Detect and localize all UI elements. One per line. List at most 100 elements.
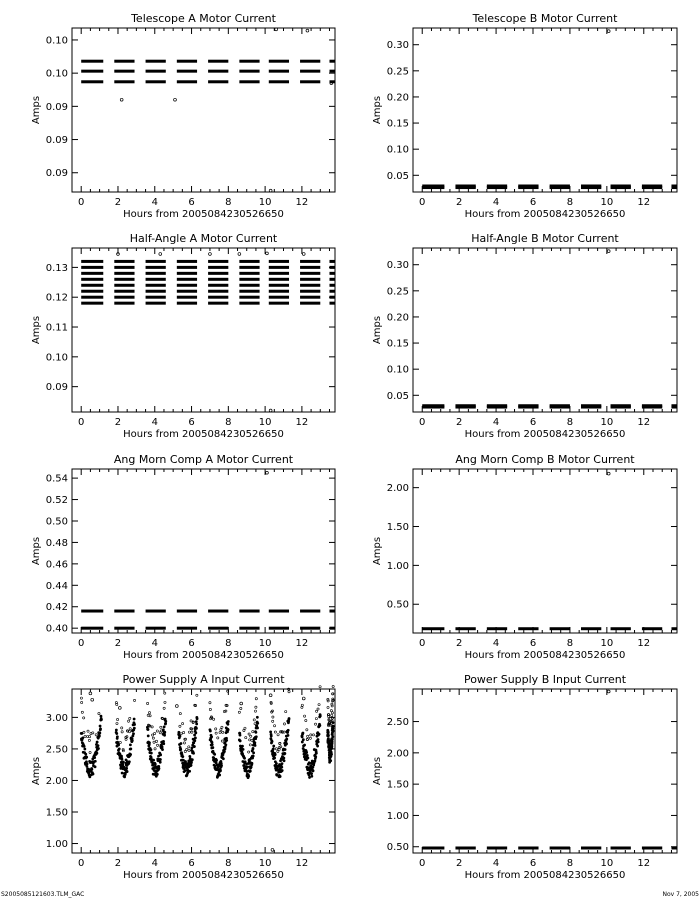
data-band [455, 184, 476, 188]
data-band [329, 271, 335, 275]
data-band [300, 626, 321, 630]
data-point [97, 712, 101, 715]
data-band [114, 59, 135, 63]
data-band [114, 283, 135, 287]
x-tick-label: 0 [419, 417, 425, 428]
data-point [98, 724, 102, 728]
data-band [176, 271, 198, 275]
x-tick-label: 8 [225, 858, 231, 869]
data-point [313, 759, 317, 763]
data-point [131, 734, 135, 738]
data-point [331, 735, 335, 739]
data-band [300, 69, 321, 73]
data-band [145, 80, 166, 84]
data-point-outlier [158, 252, 163, 256]
data-point [277, 746, 281, 749]
data-point [307, 761, 311, 765]
data-point [248, 769, 252, 773]
x-tick-label: 10 [600, 858, 613, 869]
y-tick-label: 0.44 [46, 581, 68, 592]
data-band [81, 271, 104, 275]
plot-frame [412, 688, 678, 854]
data-point [117, 747, 121, 751]
chart-title: Telescope B Motor Current [472, 12, 619, 25]
data-band [268, 59, 290, 63]
data-band [518, 846, 539, 850]
data-point [195, 727, 198, 730]
data-point [327, 715, 330, 718]
y-tick-label: 0.46 [46, 559, 68, 570]
chart-title: Half-Angle B Motor Current [471, 232, 619, 245]
data-point [158, 760, 162, 764]
data-point [316, 744, 320, 748]
data-band [329, 609, 335, 613]
data-point [303, 714, 306, 718]
data-point [285, 742, 288, 746]
data-point [254, 730, 258, 734]
data-point [330, 704, 334, 708]
data-point [300, 740, 304, 744]
chart-title: Half-Angle A Motor Current [130, 232, 278, 245]
data-band [300, 277, 321, 281]
data-band [114, 69, 135, 73]
data-band [268, 271, 290, 275]
data-band [549, 184, 570, 188]
x-tick-label: 10 [600, 417, 613, 428]
data-point [178, 724, 182, 728]
data-point [311, 765, 315, 769]
data-point [213, 764, 217, 768]
data-point [129, 753, 133, 756]
x-tick-label: 8 [225, 197, 231, 208]
data-band [549, 186, 570, 190]
chart-title: Ang Morn Comp B Motor Current [455, 453, 635, 466]
data-point [283, 748, 287, 751]
source-filename: S2005085121603.TLM_GAC [1, 891, 85, 898]
data-band [145, 283, 166, 287]
data-point [248, 738, 252, 742]
data-point [115, 735, 119, 739]
x-tick-label: 0 [419, 638, 425, 649]
data-point [275, 747, 278, 751]
data-band [671, 184, 677, 188]
data-point [94, 733, 98, 737]
data-band [329, 277, 335, 281]
data-band [239, 301, 260, 305]
x-tick-label: 4 [493, 858, 499, 869]
data-point [95, 751, 99, 755]
data-point [226, 722, 230, 726]
x-tick-label: 8 [225, 417, 231, 428]
data-band [268, 626, 290, 630]
data-band [145, 295, 166, 299]
data-band [239, 69, 260, 73]
data-point [88, 775, 92, 779]
data-band [176, 295, 198, 299]
data-band [518, 184, 539, 188]
data-point [163, 733, 166, 737]
data-point [287, 690, 291, 694]
data-point [326, 730, 330, 734]
y-axis-label: Amps [31, 316, 42, 344]
x-tick-label: 12 [637, 417, 650, 428]
x-tick-label: 2 [456, 638, 462, 649]
data-band [239, 609, 260, 613]
y-axis-label: Amps [31, 757, 42, 785]
data-band [671, 404, 677, 408]
data-point [254, 709, 257, 713]
data-point [314, 717, 318, 720]
chart-title: Ang Morn Comp A Motor Current [114, 453, 294, 466]
data-point [305, 751, 309, 754]
data-band [422, 404, 445, 408]
data-point-outlier [268, 188, 273, 193]
data-point [219, 762, 223, 765]
data-point [247, 732, 251, 736]
data-point [148, 711, 151, 715]
data-point [82, 716, 86, 720]
data-point [250, 761, 254, 765]
data-band [208, 69, 229, 73]
data-band [518, 404, 539, 408]
y-tick-label: 3.00 [46, 713, 68, 724]
data-point-outlier [270, 848, 275, 852]
data-point [249, 765, 253, 769]
data-point [148, 714, 152, 718]
data-point [330, 737, 334, 741]
